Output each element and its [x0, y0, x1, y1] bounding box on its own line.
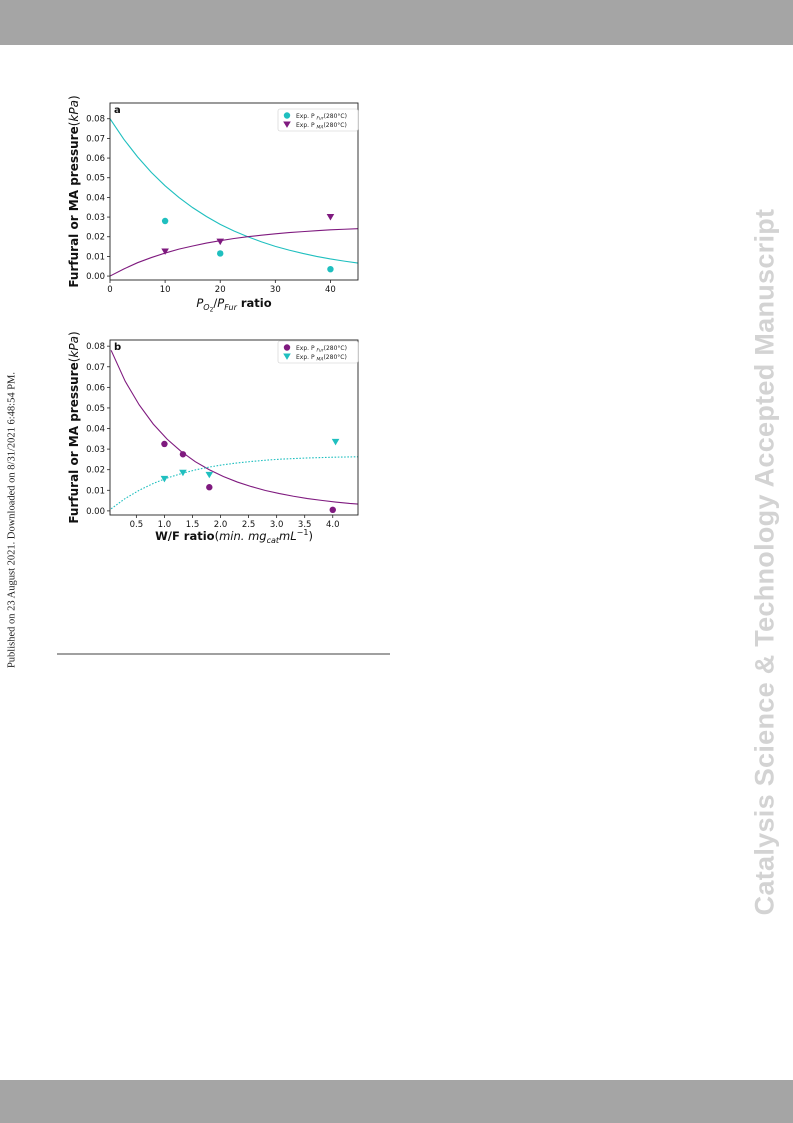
y-tick-label: 0.07 [86, 363, 105, 373]
data-point [327, 265, 334, 273]
data-point [326, 214, 335, 221]
data-point [179, 451, 187, 458]
data-point [205, 471, 214, 479]
y-tick-label: 0.08 [86, 115, 105, 125]
bottom-footer-bar [0, 1080, 793, 1123]
y-tick-label: 0.03 [86, 213, 105, 223]
legend-marker [283, 353, 291, 360]
y-tick-label: 0.06 [86, 154, 105, 164]
data-point [179, 469, 187, 477]
y-tick-label: 0.08 [86, 342, 105, 352]
x-axis-label: W/F ratio(min. mgcatmL−1) [155, 528, 313, 545]
y-axis-label: Furfural or MA pressure(kPa) [67, 95, 81, 287]
legend-box [277, 108, 359, 132]
x-tick-label: 30 [270, 285, 281, 295]
x-tick-label: 1.0 [158, 520, 172, 530]
data-point [161, 248, 169, 255]
fit-curve-2 [110, 456, 359, 510]
y-tick-label: 0.03 [86, 445, 105, 455]
legend-box [277, 340, 359, 364]
data-point [331, 438, 340, 446]
x-tick-label: 2.0 [214, 520, 228, 530]
chart-b: 0.00 0.01 0.02 0.03 0.04 0.05 0.06 0.07 0.08 0.5 1… [67, 331, 359, 545]
panel-label: a [114, 105, 121, 116]
plot-frame [109, 102, 359, 281]
data-point [206, 484, 213, 491]
y-tick-label: 0.02 [86, 466, 105, 476]
data-point [161, 440, 168, 448]
y-tick-label: 0.04 [86, 425, 105, 435]
x-axis-label: PO2/PFur ratio [196, 296, 271, 314]
top-header-bar [0, 0, 793, 45]
x-tick-label: 10 [160, 285, 171, 295]
legend-label: Exp. P Fur(280°C) [296, 345, 347, 354]
x-tick-label: 20 [215, 285, 226, 295]
legend-marker [283, 112, 291, 119]
y-tick-label: 0.00 [86, 272, 105, 282]
y-tick-label: 0.05 [86, 174, 105, 184]
legend: Exp. P Fur(280°C)Exp. P MA(280°C) [277, 108, 359, 132]
legend-marker [283, 344, 291, 351]
chart-a: 0.00 0.01 0.02 0.03 0.04 0.05 0.06 0.07 0.08 0 10 2… [67, 95, 359, 314]
x-tick-label: 0.5 [130, 520, 144, 530]
x-tick-label: 2.5 [242, 520, 256, 530]
y-tick-label: 0.01 [86, 486, 105, 496]
y-tick-label: 0.02 [86, 233, 105, 243]
data-point [161, 217, 169, 225]
y-tick-label: 0.05 [86, 404, 105, 414]
data-point [216, 238, 225, 246]
y-axis-label: Furfural or MA pressure(kPa) [67, 331, 81, 523]
x-tick-label: 40 [325, 285, 336, 295]
legend: Exp. P Fur(280°C)Exp. P MA(280°C) [277, 340, 359, 364]
y-tick-label: 0.04 [86, 193, 105, 203]
x-tick-label: 3.5 [298, 520, 312, 530]
y-tick-label: 0.01 [86, 252, 105, 262]
x-tick-label: 0 [107, 285, 112, 295]
fit-curve-1 [109, 118, 359, 264]
horizontal-rule [57, 653, 390, 655]
data-point [160, 475, 169, 483]
y-tick-label: 0.07 [86, 134, 105, 144]
x-tick-label: 1.5 [186, 520, 200, 530]
x-tick-label: 4.0 [326, 520, 340, 530]
legend-label: Exp. P Fur(280°C) [296, 113, 347, 122]
data-point [217, 250, 224, 257]
fit-curve-1 [110, 350, 359, 505]
plot-frame [109, 339, 359, 516]
y-tick-label: 0.00 [86, 507, 105, 517]
fit-curve-2 [109, 228, 359, 277]
legend-marker [283, 121, 291, 128]
legend-label: Exp. P MA(280°C) [296, 354, 347, 363]
panel-label: b [114, 342, 121, 353]
legend-label: Exp. P MA(280°C) [296, 122, 347, 131]
data-point [329, 506, 336, 514]
x-tick-label: 3.0 [270, 520, 284, 530]
y-tick-label: 0.06 [86, 383, 105, 393]
